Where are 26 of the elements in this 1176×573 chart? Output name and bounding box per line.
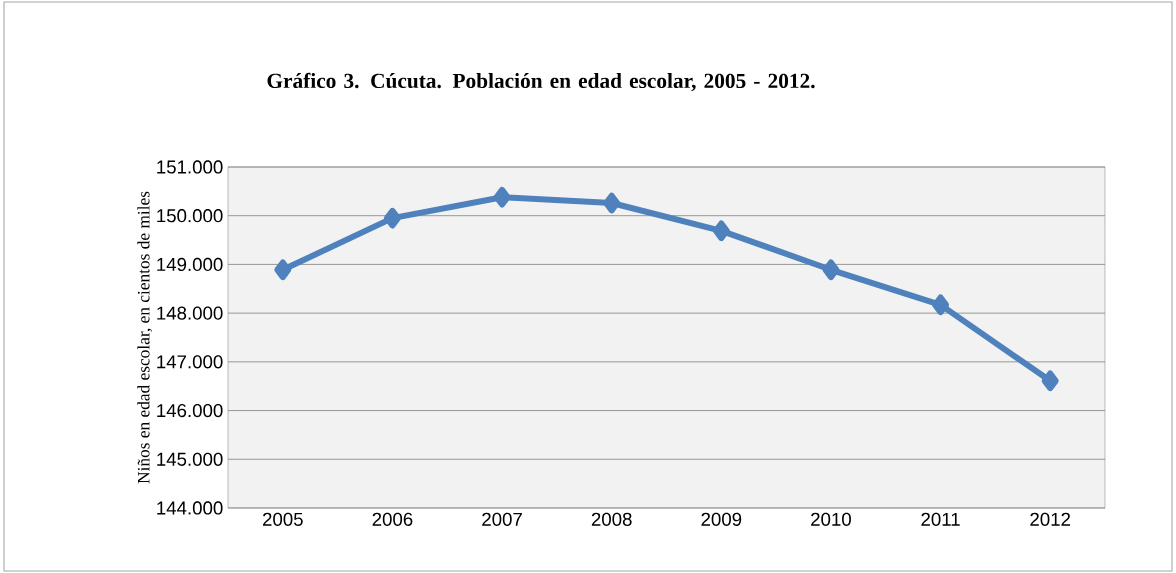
chart-title: Gráfico 3. Cúcuta. Población en edad escolar, 2005 - 2012. (267, 72, 815, 92)
y-tick-label: 149.000 (157, 257, 223, 272)
y-axis-title: Niños en edad escolar, en cientos de miles (137, 191, 153, 484)
x-tick-label: 2007 (482, 512, 522, 526)
x-tick-label: 2012 (1030, 512, 1071, 526)
point (712, 220, 730, 242)
point (274, 259, 292, 281)
x-tick-label: 2010 (811, 512, 851, 526)
y-tick-label: 144.000 (157, 501, 223, 515)
y-tick-label: 150.000 (157, 209, 223, 223)
point (1041, 370, 1059, 392)
point (383, 207, 401, 229)
x-tick-label: 2006 (372, 512, 413, 526)
x-tick-label: 2008 (591, 512, 632, 526)
x-tick-label: 2011 (921, 512, 960, 526)
x-tick-label: 2005 (263, 512, 303, 526)
x-tick-label: 2009 (701, 512, 742, 526)
y-tick-label: 147.000 (157, 355, 223, 369)
point (822, 259, 840, 281)
point (932, 294, 950, 316)
y-tick-label: 151.000 (157, 160, 223, 174)
point (493, 186, 511, 208)
y-tick-label: 146.000 (157, 403, 223, 418)
y-tick-label: 145.000 (157, 452, 223, 466)
point (603, 192, 621, 214)
y-tick-label: 148.000 (157, 306, 223, 320)
